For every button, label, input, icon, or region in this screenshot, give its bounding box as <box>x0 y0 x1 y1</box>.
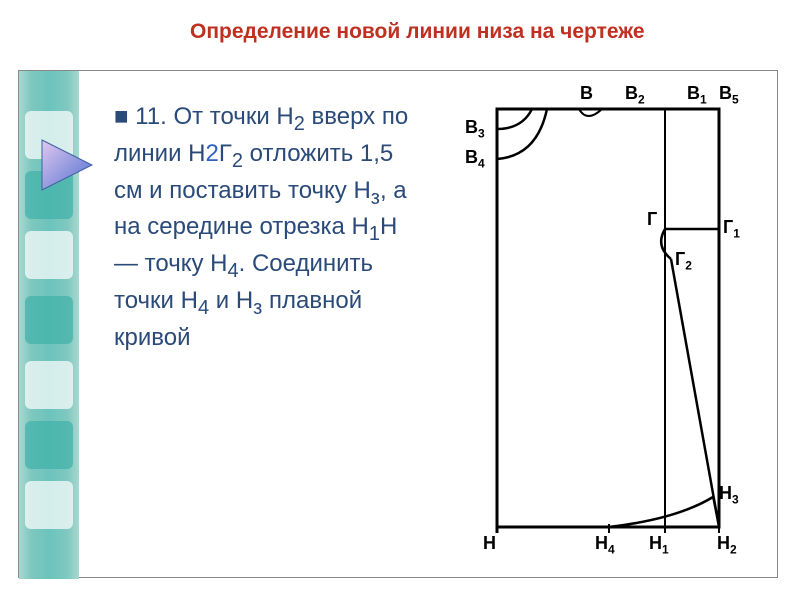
label-G1: Г1 <box>723 217 740 241</box>
label-B2: В2 <box>625 83 645 107</box>
label-H2: Н2 <box>717 533 737 557</box>
label-B5: В5 <box>719 83 739 107</box>
label-H4: Н4 <box>595 533 615 557</box>
label-H3: Н3 <box>719 483 739 507</box>
label-H1: Н1 <box>649 533 669 557</box>
label-B1: В1 <box>687 83 707 107</box>
label-B3: В3 <box>465 117 485 141</box>
label-B: В <box>580 83 593 104</box>
content-frame: ■ 11. От точки Н2 вверх по линии Н2Г2 от… <box>18 70 778 578</box>
instruction-body: От точки Н2 вверх по линии Н2Г2 отложить… <box>114 103 408 351</box>
page-title: Определение новой линии низа на чертеже <box>190 20 645 44</box>
label-H: Н <box>483 533 496 554</box>
instruction-number: 11. <box>135 103 167 130</box>
pattern-diagram: В В2 В1 В5 В3 В4 Г Г1 Г2 Н Н4 Н1 Н2 Н3 <box>437 81 747 571</box>
play-arrow-icon <box>37 135 107 195</box>
label-B4: В4 <box>465 147 485 171</box>
label-G2: Г2 <box>675 249 692 273</box>
instruction-text: ■ 11. От точки Н2 вверх по линии Н2Г2 от… <box>114 101 424 354</box>
label-G: Г <box>647 209 657 230</box>
